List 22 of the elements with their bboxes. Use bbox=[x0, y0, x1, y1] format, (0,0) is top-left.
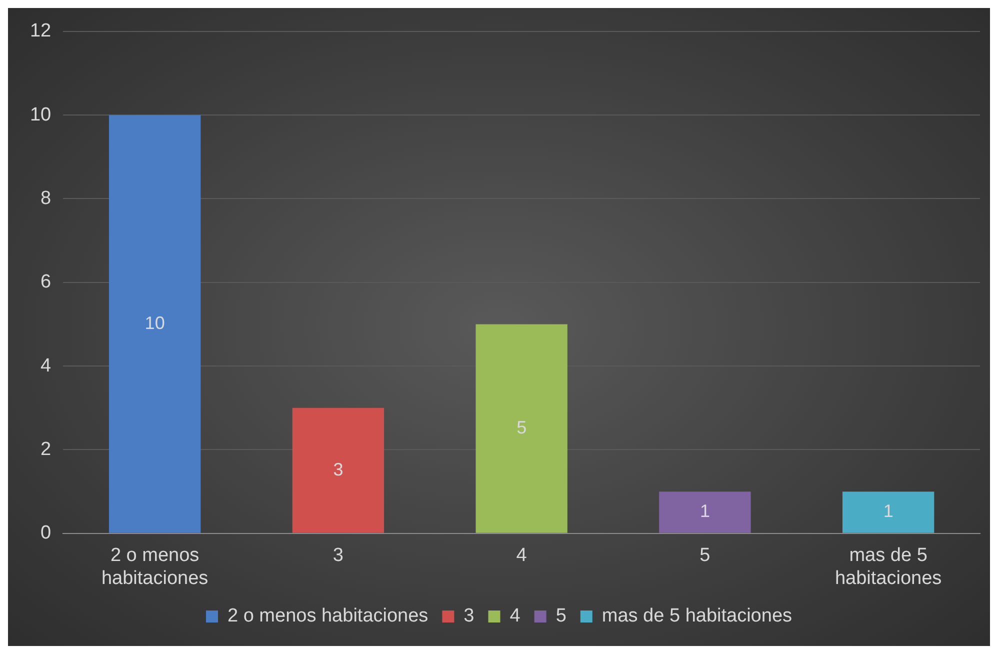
legend-label: 5 bbox=[556, 606, 566, 627]
legend-label: 4 bbox=[510, 606, 521, 627]
data-label: 1 bbox=[700, 501, 710, 522]
y-tick-label: 6 bbox=[40, 272, 52, 293]
x-tick-label: 3 bbox=[332, 545, 344, 566]
legend-label: 2 o menos habitaciones bbox=[227, 606, 428, 627]
data-label: 3 bbox=[333, 459, 344, 480]
y-tick-label: 2 bbox=[40, 438, 52, 460]
y-tick-label: 10 bbox=[30, 104, 52, 126]
y-tick-label: 0 bbox=[40, 522, 52, 544]
x-tick-label: mas de 5 habitaciones bbox=[834, 545, 942, 589]
data-label: 10 bbox=[144, 312, 165, 333]
data-label: 1 bbox=[883, 501, 894, 522]
y-tick-label: 12 bbox=[30, 20, 52, 42]
legend-label: 3 bbox=[464, 606, 474, 627]
x-tick-label: 2 o menos habitaciones bbox=[101, 545, 208, 589]
x-tick-label: 5 bbox=[700, 545, 710, 566]
legend-label: mas de 5 habitaciones bbox=[602, 606, 792, 627]
y-tick-label: 4 bbox=[40, 355, 52, 376]
data-label: 5 bbox=[516, 418, 527, 438]
x-tick-label: 4 bbox=[516, 545, 528, 566]
y-tick-label: 8 bbox=[40, 188, 52, 209]
